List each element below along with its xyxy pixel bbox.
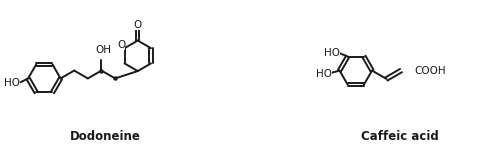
Text: COOH: COOH	[415, 66, 446, 76]
Text: HO: HO	[316, 69, 332, 79]
Text: O: O	[134, 20, 142, 30]
Text: Dodoneine: Dodoneine	[70, 130, 140, 143]
Text: HO: HO	[324, 48, 340, 58]
Text: Caffeic acid: Caffeic acid	[361, 130, 439, 143]
Text: HO: HO	[4, 78, 20, 88]
Text: OH: OH	[95, 45, 111, 55]
Text: O: O	[117, 40, 125, 50]
